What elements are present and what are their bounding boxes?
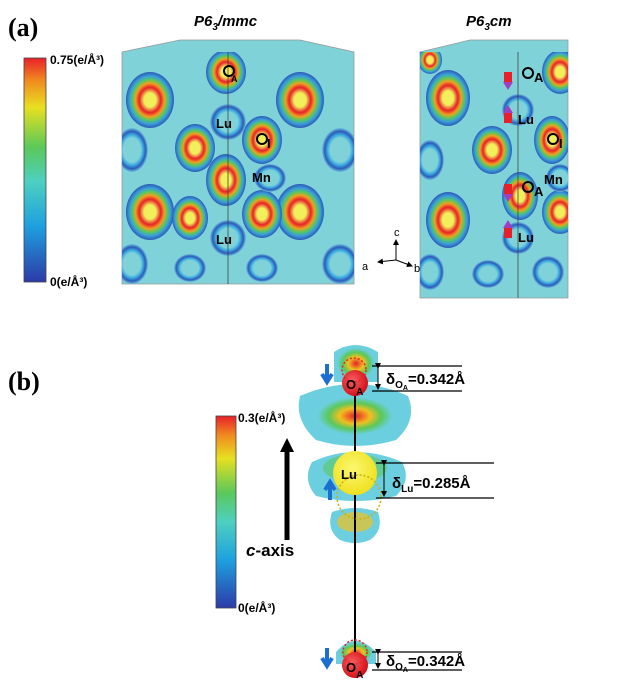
down-arrow-bottom-oxygen (320, 648, 334, 670)
displacement-lu: δLu=0.285Å (376, 460, 494, 499)
panel-a-label: (a) (8, 13, 38, 42)
colorbar-a-min-label: 0(e/Å³) (50, 274, 87, 289)
atom-label-mn-left: Mn (252, 170, 271, 185)
atom-label-mn-right: Mn (544, 172, 563, 187)
displacement-oa-bottom: δOA=0.342Å (372, 649, 465, 674)
oxygen-atom-bottom-label: OA (346, 660, 363, 680)
down-arrow-top-oxygen (320, 364, 334, 386)
left-density-blobs (122, 52, 354, 284)
oxygen-atom-bottom (342, 652, 368, 678)
displacement-oa-bottom-label: δOA=0.342Å (386, 653, 465, 674)
oxygen-oa-marker-right-top (522, 67, 534, 79)
displacement-arrows-right (503, 72, 513, 238)
atom-label-oa-right-mid-sub: A (534, 184, 544, 199)
panel-b-label: (b) (8, 367, 40, 396)
left-density-map (121, 39, 355, 285)
oxygen-atom-top (342, 370, 368, 396)
up-arrow-lutetium (323, 478, 337, 500)
axis-label-b: b (414, 263, 420, 275)
left-structure-title: P63/mmc (194, 13, 258, 33)
right-density-map (419, 39, 569, 299)
oxygen-oi-marker-right (547, 133, 559, 145)
atom-label-oi-sub: I (267, 136, 271, 151)
c-axis-label: c-axis (246, 541, 294, 560)
axis-label-a: a (362, 261, 369, 273)
axis-label-c: c (394, 227, 400, 239)
oxygen-oa-marker-left (223, 65, 235, 77)
oxygen-reference-position-bottom (342, 639, 368, 665)
lutetium-atom (333, 451, 377, 495)
atom-label-oa-left: A (231, 74, 238, 84)
lutetium-reference-position (336, 474, 382, 520)
lutetium-atom-label: Lu (341, 467, 357, 482)
atom-label-lu-right-bottom: Lu (518, 230, 534, 245)
oxygen-oa-marker-right-mid (522, 181, 534, 193)
crystal-axes-indicator: c a b (362, 227, 420, 275)
colorbar-a (23, 57, 47, 283)
atom-label-lu-left-bottom: Lu (216, 232, 232, 247)
atom-label-lu-left-top: Lu (216, 116, 232, 131)
colorbar-b-max-label: 0.3(e/Å³) (238, 410, 285, 425)
atom-label-oa-right-top-sub: A (534, 70, 544, 85)
c-axis-arrow (280, 438, 294, 540)
atom-label-lu-right-top: Lu (518, 112, 534, 127)
displacement-lu-label: δLu=0.285Å (392, 475, 471, 495)
atom-label-oi-right-sub: I (559, 136, 563, 151)
right-density-blobs (420, 52, 568, 290)
displacement-oa-top-label: δOA=0.342Å (386, 371, 465, 392)
right-structure-title: P63cm (466, 13, 512, 33)
oxygen-oi-marker (256, 133, 268, 145)
oxygen-reference-position-top (341, 357, 367, 383)
colorbar-b-min-label: 0(e/Å³) (238, 600, 275, 615)
colorbar-a-max-label: 0.75(e/Å³) (50, 52, 104, 67)
oxygen-atom-top-label: OA (346, 377, 363, 398)
colorbar-b (215, 415, 237, 609)
displacement-oa-top: δOA=0.342Å (372, 363, 465, 392)
